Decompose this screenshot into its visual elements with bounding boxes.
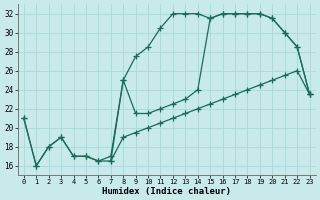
X-axis label: Humidex (Indice chaleur): Humidex (Indice chaleur) <box>102 187 231 196</box>
